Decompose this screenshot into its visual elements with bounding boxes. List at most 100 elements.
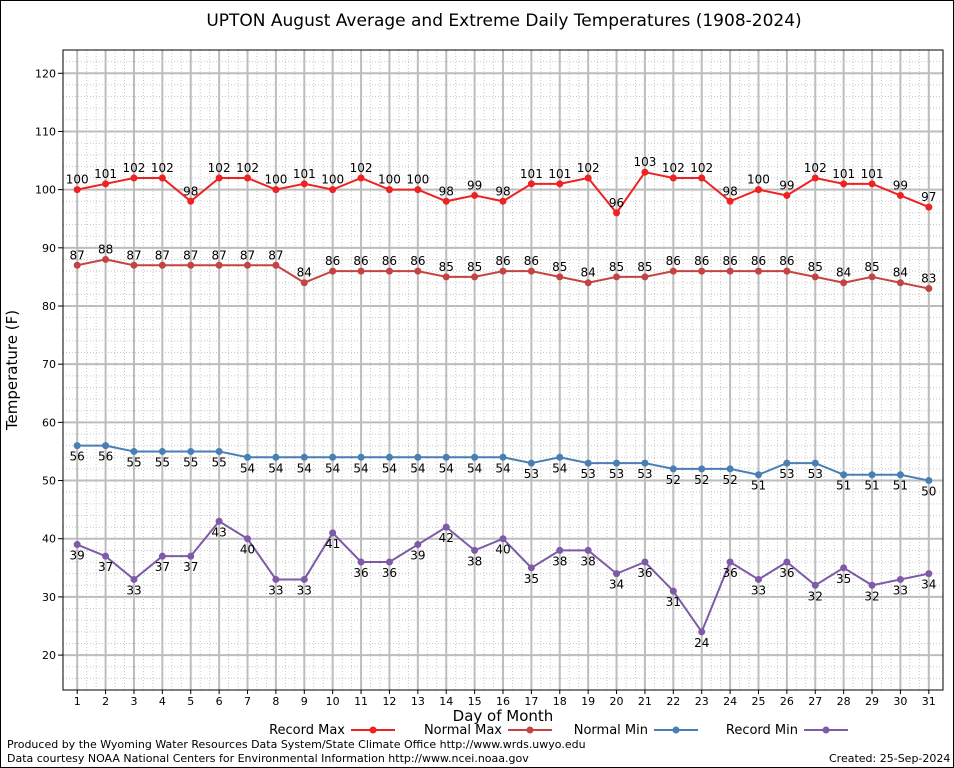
- record-max-data-label: 99: [893, 178, 908, 192]
- normal-max-data-label: 87: [126, 248, 141, 262]
- record-max-data-label: 103: [633, 155, 656, 169]
- x-tick-label: 23: [695, 695, 709, 708]
- normal-max-data-label: 84: [581, 266, 596, 280]
- normal-max-point: [357, 267, 365, 275]
- x-tick-label: 2: [102, 695, 109, 708]
- record-min-data-label: 36: [637, 566, 652, 580]
- record-min-point: [811, 581, 819, 589]
- record-min-data-label: 40: [240, 543, 255, 557]
- normal-min-point: [130, 447, 138, 455]
- x-tick-label: 31: [922, 695, 936, 708]
- normal-max-data-label: 84: [297, 266, 312, 280]
- record-max-data-label: 102: [123, 161, 146, 175]
- x-tick-label: 12: [382, 695, 396, 708]
- normal-min-point: [896, 471, 904, 479]
- normal-min-data-label: 54: [297, 461, 312, 475]
- record-min-point: [641, 558, 649, 566]
- record-max-data-label: 97: [921, 190, 936, 204]
- grid: [63, 49, 943, 691]
- record-max-point: [556, 180, 564, 188]
- record-min-data-label: 33: [297, 583, 312, 597]
- record-min-point: [329, 529, 337, 537]
- legend-label: Record Min: [726, 723, 798, 738]
- record-max-data-label: 102: [236, 161, 259, 175]
- x-tick-label: 30: [893, 695, 907, 708]
- normal-max-data-label: 87: [183, 248, 198, 262]
- record-max-point: [329, 186, 337, 194]
- legend-swatch-marker: [369, 726, 377, 734]
- normal-min-point: [584, 459, 592, 467]
- normal-min-point: [925, 477, 933, 485]
- record-min-point: [187, 552, 195, 560]
- record-max-point: [811, 174, 819, 182]
- normal-max-data-label: 87: [211, 248, 226, 262]
- normal-max-point: [499, 267, 507, 275]
- record-min-data-label: 38: [552, 554, 567, 568]
- record-max-data-label: 102: [208, 161, 231, 175]
- record-max-point: [300, 180, 308, 188]
- normal-max-point: [925, 285, 933, 293]
- normal-min-point: [811, 459, 819, 467]
- record-max-data-label: 100: [321, 173, 344, 187]
- record-min-point: [527, 564, 535, 572]
- normal-min-data-label: 53: [524, 467, 539, 481]
- normal-max-point: [527, 267, 535, 275]
- record-max-point: [669, 174, 677, 182]
- y-tick-label: 110: [35, 125, 56, 138]
- series-layer: 100 101 102 102 98 102 102 100 101 100 102 100 100 98…: [66, 155, 937, 650]
- normal-min-point: [357, 453, 365, 461]
- normal-max-point: [329, 267, 337, 275]
- x-tick-label: 24: [723, 695, 737, 708]
- record-max-point: [215, 174, 223, 182]
- legend-item-normal-max: Normal Max: [424, 723, 552, 738]
- normal-min-data-label: 53: [779, 467, 794, 481]
- normal-max-point: [613, 273, 621, 281]
- normal-max-data-label: 87: [268, 248, 283, 262]
- normal-min-point: [215, 447, 223, 455]
- normal-max-data-label: 85: [439, 260, 454, 274]
- record-max-point: [130, 174, 138, 182]
- normal-max-data-label: 86: [751, 254, 766, 268]
- record-min-data-label: 32: [808, 589, 823, 603]
- normal-min-data-label: 51: [864, 479, 879, 493]
- legend-item-record-max: Record Max: [269, 723, 395, 738]
- normal-min-data-label: 51: [893, 479, 908, 493]
- record-max-data-label: 101: [548, 167, 571, 181]
- record-max-data-label: 101: [94, 167, 117, 181]
- normal-min-data-label: 54: [495, 461, 510, 475]
- normal-max-data-label: 86: [722, 254, 737, 268]
- record-max-point: [272, 186, 280, 194]
- record-max-point: [158, 174, 166, 182]
- x-tick-label: 4: [159, 695, 166, 708]
- record-min-data-label: 39: [410, 549, 425, 563]
- normal-max-point: [556, 273, 564, 281]
- record-min-data-label: 37: [183, 560, 198, 574]
- x-tick-label: 19: [581, 695, 595, 708]
- normal-max-point: [896, 279, 904, 287]
- normal-max-point: [783, 267, 791, 275]
- record-max-data-label: 100: [378, 173, 401, 187]
- x-tick-label: 5: [187, 695, 194, 708]
- x-tick-label: 9: [301, 695, 308, 708]
- normal-min-point: [613, 459, 621, 467]
- record-min-point: [73, 541, 81, 549]
- normal-min-data-label: 53: [581, 467, 596, 481]
- record-max-point: [840, 180, 848, 188]
- footer-courtesy: Data courtesy NOAA National Centers for …: [7, 752, 529, 765]
- x-tick-label: 15: [468, 695, 482, 708]
- normal-max-point: [641, 273, 649, 281]
- normal-min-data-label: 54: [240, 461, 255, 475]
- y-tick-label: 30: [42, 591, 56, 604]
- legend-swatch-marker: [672, 726, 680, 734]
- normal-min-data-label: 54: [467, 461, 482, 475]
- record-min-data-label: 24: [694, 636, 709, 650]
- record-max-point: [414, 186, 422, 194]
- normal-max-point: [272, 261, 280, 269]
- normal-max-point: [73, 261, 81, 269]
- normal-min-data-label: 54: [410, 461, 425, 475]
- record-min-point: [726, 558, 734, 566]
- normal-min-data-label: 54: [268, 461, 283, 475]
- normal-min-series: 56 56 55 55 55 55 54 54 54 54 54 54 54 54 54 54 53 54 53 53…: [70, 442, 936, 499]
- normal-max-data-label: 86: [410, 254, 425, 268]
